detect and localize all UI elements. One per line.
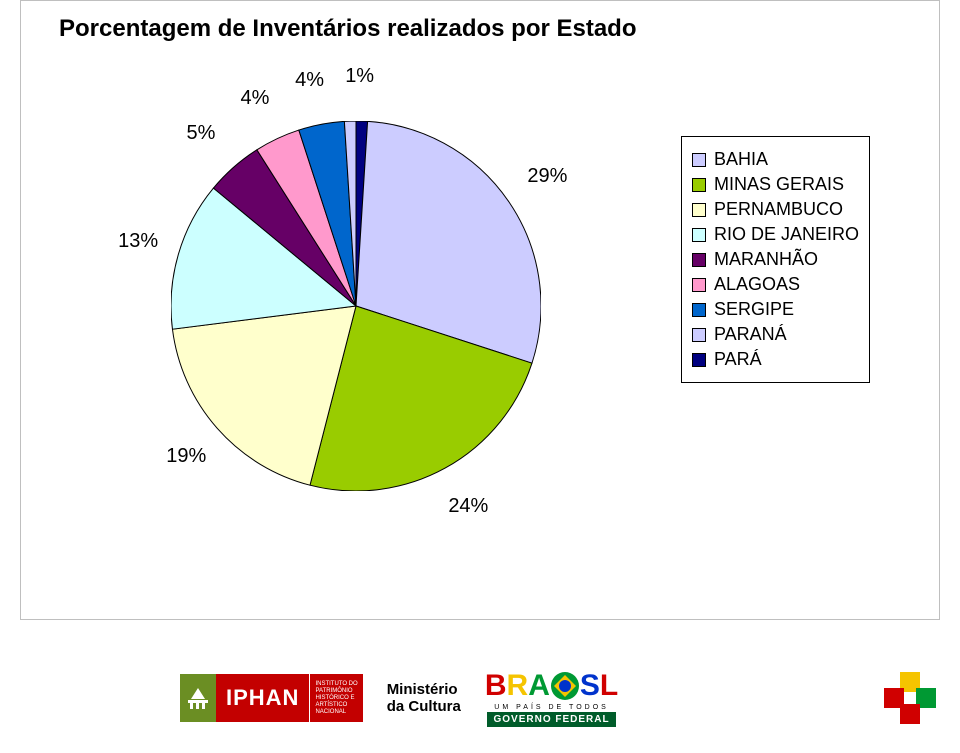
brasil-tagline: UM PAÍS DE TODOS — [494, 704, 609, 711]
legend-swatch — [692, 178, 706, 192]
iphan-icon — [180, 674, 216, 722]
legend-label: PERNAMBUCO — [714, 199, 843, 220]
legend-swatch — [692, 353, 706, 367]
legend-item: BAHIA — [692, 149, 859, 170]
legend-label: RIO DE JANEIRO — [714, 224, 859, 245]
brasil-letters: BRASL — [485, 669, 618, 703]
slice-label: 13% — [118, 230, 158, 253]
plus-logo — [884, 672, 936, 724]
legend: BAHIA MINAS GERAIS PERNAMBUCO RIO DE JANEIR… — [681, 136, 870, 383]
legend-swatch — [692, 253, 706, 267]
iphan-text: IPHAN — [216, 674, 309, 722]
slice-label: 19% — [166, 445, 206, 468]
legend-label: BAHIA — [714, 149, 768, 170]
brasil-flag-icon — [550, 671, 580, 701]
legend-item: PARANÁ — [692, 324, 859, 345]
slice-label: 4% — [240, 87, 269, 110]
legend-item: SERGIPE — [692, 299, 859, 320]
legend-swatch — [692, 278, 706, 292]
slice-label: 5% — [187, 122, 216, 145]
slice-label: 29% — [527, 165, 567, 188]
slice-label: 24% — [448, 495, 488, 518]
pie-chart: 1%29%24%19%13%5%4%4% — [171, 121, 541, 491]
brasil-gov: GOVERNO FEDERAL — [487, 712, 615, 727]
legend-swatch — [692, 203, 706, 217]
legend-label: SERGIPE — [714, 299, 794, 320]
slide: Porcentagem de Inventários realizados po… — [0, 0, 960, 753]
legend-item: MARANHÃO — [692, 249, 859, 270]
legend-label: MINAS GERAIS — [714, 174, 844, 195]
legend-item: PERNAMBUCO — [692, 199, 859, 220]
iphan-subtext: INSTITUTO DO PATRIMÔNIO HISTÓRICO E ARTÍ… — [309, 674, 362, 722]
chart-frame: Porcentagem de Inventários realizados po… — [20, 0, 940, 620]
legend-label: ALAGOAS — [714, 274, 800, 295]
legend-item: ALAGOAS — [692, 274, 859, 295]
brasil-logo: BRASL UM PAÍS DE TODOS GOVERNO FEDERAL — [485, 669, 618, 727]
legend-swatch — [692, 303, 706, 317]
iphan-logo: IPHAN INSTITUTO DO PATRIMÔNIO HISTÓRICO … — [180, 674, 363, 722]
legend-label: MARANHÃO — [714, 249, 818, 270]
legend-item: MINAS GERAIS — [692, 174, 859, 195]
legend-item: PARÁ — [692, 349, 859, 370]
slice-label: 4% — [295, 69, 324, 92]
legend-label: PARANÁ — [714, 324, 787, 345]
legend-swatch — [692, 153, 706, 167]
legend-item: RIO DE JANEIRO — [692, 224, 859, 245]
minc-logo: Ministério da Cultura — [387, 681, 461, 715]
footer-logos: IPHAN INSTITUTO DO PATRIMÔNIO HISTÓRICO … — [180, 663, 940, 733]
legend-swatch — [692, 228, 706, 242]
pie-svg — [171, 121, 541, 491]
legend-swatch — [692, 328, 706, 342]
slice-label: 1% — [345, 65, 374, 88]
chart-title: Porcentagem de Inventários realizados po… — [21, 1, 939, 43]
legend-label: PARÁ — [714, 349, 762, 370]
